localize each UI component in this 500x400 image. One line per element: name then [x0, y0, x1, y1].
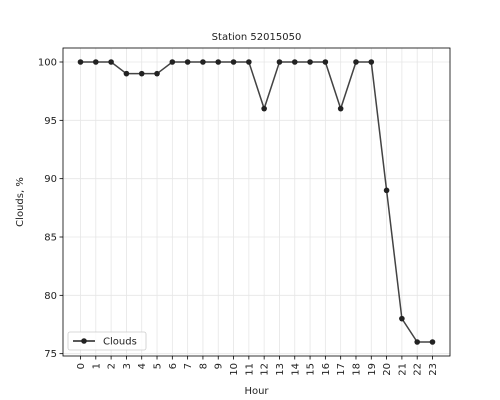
data-point — [93, 59, 99, 65]
data-point — [353, 59, 359, 65]
x-tick-label: 2 — [107, 363, 118, 369]
x-tick-label: 8 — [198, 363, 209, 369]
data-point — [246, 59, 252, 65]
series-clouds — [77, 59, 436, 345]
grid-lines — [63, 48, 450, 356]
y-tick-label: 100 — [38, 58, 57, 69]
data-point — [230, 59, 237, 65]
data-point — [215, 59, 222, 65]
y-axis: 75 80 85 90 95 100 — [38, 58, 63, 360]
x-tick-label: 18 — [351, 363, 362, 376]
data-point — [291, 59, 298, 65]
data-point — [276, 59, 283, 65]
legend-label-clouds: Clouds — [103, 337, 137, 348]
x-axis-label: Hour — [244, 386, 269, 397]
x-tick-label: 20 — [382, 363, 393, 376]
x-tick-label: 12 — [260, 363, 271, 376]
x-tick-label: 7 — [183, 363, 194, 369]
data-point — [261, 105, 267, 112]
x-axis: 0 1 2 3 4 5 6 7 8 9 10 11 12 13 14 15 16 17 18 19 20 21 22 23 — [76, 356, 439, 376]
x-tick-label: 1 — [91, 363, 102, 369]
x-tick-label: 16 — [321, 363, 332, 376]
data-point — [307, 59, 313, 65]
y-tick-label: 85 — [44, 233, 57, 244]
data-point — [368, 59, 375, 65]
data-point — [399, 315, 405, 322]
data-point — [138, 70, 145, 77]
x-tick-label: 10 — [229, 363, 240, 376]
legend-marker — [81, 338, 87, 344]
x-tick-label: 23 — [428, 363, 439, 376]
x-tick-label: 9 — [214, 363, 225, 369]
legend: Clouds — [67, 331, 147, 351]
x-tick-label: 5 — [153, 363, 164, 369]
x-tick-label: 4 — [137, 363, 148, 369]
y-tick-label: 80 — [44, 291, 57, 302]
x-tick-label: 17 — [336, 363, 347, 376]
x-tick-label: 19 — [367, 363, 378, 376]
series-line-clouds — [80, 61, 433, 343]
plot-frame — [62, 47, 451, 357]
data-point — [169, 59, 176, 65]
x-tick-label: 15 — [306, 363, 317, 376]
data-point — [123, 70, 130, 77]
x-tick-label: 21 — [397, 363, 408, 376]
data-point — [200, 59, 206, 65]
chart-title: Station 52015050 — [212, 32, 302, 43]
data-point — [337, 105, 344, 112]
y-tick-label: 90 — [44, 174, 57, 185]
data-point — [383, 187, 390, 194]
y-tick-label: 95 — [44, 116, 57, 127]
data-point — [429, 339, 436, 345]
x-tick-label: 11 — [244, 363, 255, 376]
data-point — [77, 59, 84, 65]
data-point — [184, 59, 191, 65]
x-tick-label: 14 — [290, 363, 301, 376]
x-tick-label: 13 — [275, 363, 286, 376]
data-point — [322, 59, 329, 65]
y-axis-label: Clouds, % — [15, 177, 26, 227]
y-tick-label: 75 — [44, 349, 57, 360]
data-point — [108, 59, 114, 65]
x-tick-label: 3 — [122, 363, 133, 369]
legend-box — [67, 331, 147, 351]
data-point — [414, 339, 420, 345]
data-point — [154, 70, 160, 77]
x-tick-label: 0 — [76, 363, 87, 369]
x-tick-label: 6 — [168, 363, 179, 369]
x-tick-label: 22 — [413, 363, 424, 376]
